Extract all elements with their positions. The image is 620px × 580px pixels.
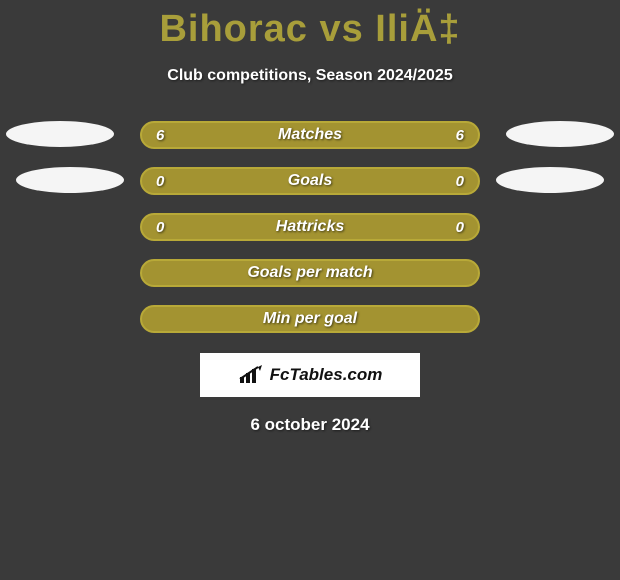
- stat-row-gpm: Goals per match: [0, 259, 620, 287]
- stat-bar: Min per goal: [140, 305, 480, 333]
- stat-right-value: 6: [456, 127, 464, 144]
- stat-right-value: 0: [456, 219, 464, 236]
- stat-row-mpg: Min per goal: [0, 305, 620, 333]
- stat-label: Hattricks: [276, 218, 344, 236]
- stat-bar: Goals per match: [140, 259, 480, 287]
- page-subtitle: Club competitions, Season 2024/2025: [0, 67, 620, 85]
- brand-text: FcTables.com: [270, 365, 383, 385]
- player-right-marker: [496, 167, 604, 193]
- stat-right-value: 0: [456, 173, 464, 190]
- stat-bar: 0 Goals 0: [140, 167, 480, 195]
- stat-bar: 0 Hattricks 0: [140, 213, 480, 241]
- stat-label: Matches: [278, 126, 342, 144]
- stat-rows: 6 Matches 6 0 Goals 0 0 Hattricks 0: [0, 121, 620, 333]
- stat-row-goals: 0 Goals 0: [0, 167, 620, 195]
- stat-label: Goals: [288, 172, 332, 190]
- chart-icon: [238, 365, 266, 385]
- stat-label: Min per goal: [263, 310, 357, 328]
- stat-left-value: 0: [156, 219, 164, 236]
- player-left-marker: [6, 121, 114, 147]
- stat-row-matches: 6 Matches 6: [0, 121, 620, 149]
- player-left-marker: [16, 167, 124, 193]
- comparison-widget: Bihorac vs IliÄ‡ Club competitions, Seas…: [0, 0, 620, 435]
- brand-badge[interactable]: FcTables.com: [200, 353, 420, 397]
- stat-left-value: 0: [156, 173, 164, 190]
- stat-left-value: 6: [156, 127, 164, 144]
- page-title: Bihorac vs IliÄ‡: [0, 0, 620, 51]
- stat-label: Goals per match: [247, 264, 372, 282]
- stat-bar: 6 Matches 6: [140, 121, 480, 149]
- player-right-marker: [506, 121, 614, 147]
- footer-date: 6 october 2024: [0, 415, 620, 435]
- stat-row-hattricks: 0 Hattricks 0: [0, 213, 620, 241]
